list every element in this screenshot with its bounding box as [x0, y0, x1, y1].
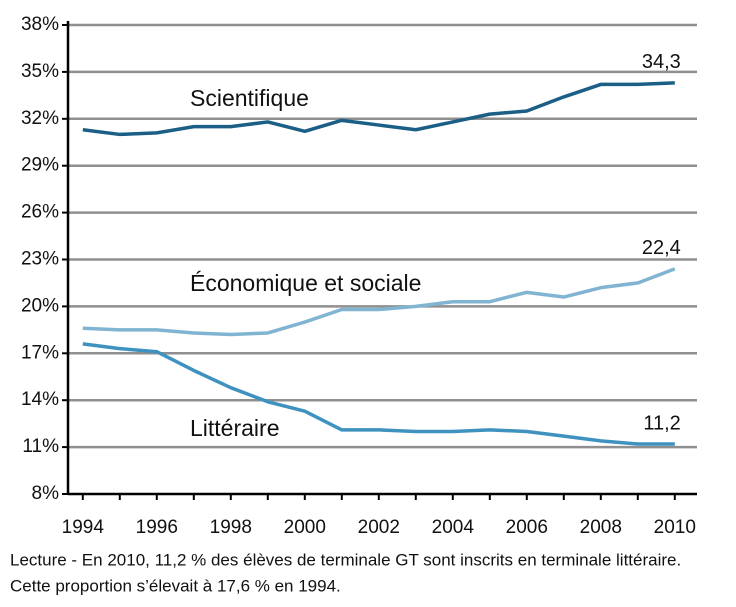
x-tick-label: 2000 — [284, 517, 326, 538]
x-tick-label: 2010 — [654, 517, 696, 538]
x-tick-label: 1998 — [210, 517, 252, 538]
y-tick-label: 35% — [21, 61, 59, 82]
x-tick-label: 2002 — [358, 517, 400, 538]
x-tick-label: 2008 — [580, 517, 622, 538]
note: Cette proportion s’élevait à 17,6 % en 1… — [10, 576, 341, 595]
x-tick-label: 1996 — [136, 517, 178, 538]
series-label: Économique et sociale — [190, 270, 421, 296]
x-tick-label: 1994 — [62, 517, 105, 538]
series-line — [82, 267, 676, 337]
data-label: 11,2 — [643, 412, 680, 434]
x-tick-label: 2006 — [506, 517, 548, 538]
y-tick-label: 29% — [21, 155, 59, 176]
y-tick-label: 17% — [21, 342, 59, 363]
y-tick-label: 23% — [21, 249, 59, 270]
series-label: Scientifique — [190, 85, 309, 111]
data-label: 34,3 — [642, 51, 681, 73]
y-tick-label: 38% — [21, 14, 59, 35]
note: Lecture - En 2010, 11,2 % des élèves de … — [10, 550, 681, 569]
data-label: 22,4 — [642, 237, 681, 259]
series-line — [82, 342, 675, 446]
y-tick-label: 11% — [22, 436, 59, 457]
series-label: Littéraire — [190, 415, 279, 441]
y-tick-label: 20% — [21, 295, 59, 316]
y-tick-label: 26% — [21, 202, 59, 223]
series-line — [82, 81, 675, 137]
y-tick-label: 32% — [21, 108, 59, 129]
y-tick-label: 8% — [32, 483, 60, 504]
x-tick-label: 2004 — [432, 517, 475, 538]
y-tick-label: 14% — [21, 389, 59, 410]
